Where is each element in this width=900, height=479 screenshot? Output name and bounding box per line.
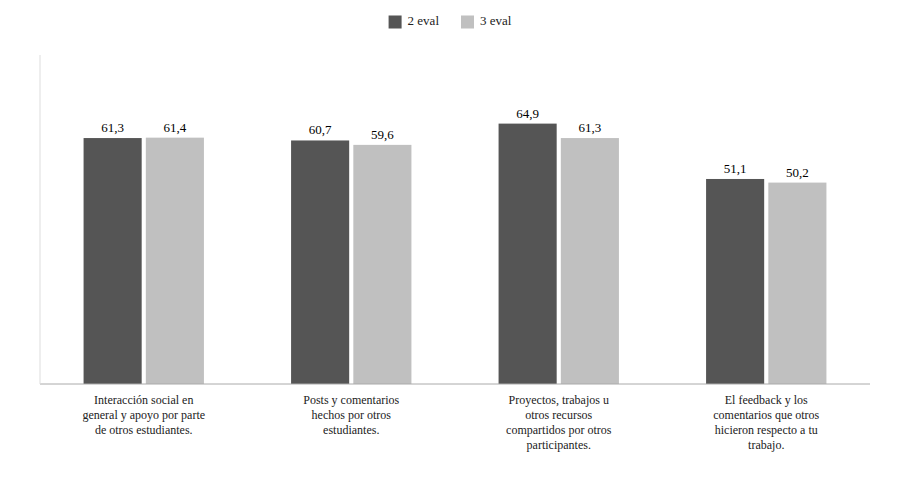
chart-container: 61,3 60,7 64,9 51,1 61,4 59,6 61,3 50,2 Interacc…: [0, 0, 900, 479]
x-tick-label-line: de otros estudiantes.: [95, 423, 193, 437]
bar: [706, 179, 764, 384]
legend-label: 2 eval: [408, 13, 440, 28]
legend-label: 3 eval: [480, 13, 512, 28]
bar: [84, 138, 142, 384]
legend-swatch: [461, 16, 474, 29]
bar: [499, 124, 557, 384]
x-tick-label: Interacción social engeneral y apoyo por…: [82, 393, 205, 437]
bar: [146, 138, 204, 384]
data-label: 64,9: [516, 106, 539, 121]
x-tick-label-line: estudiantes.: [323, 423, 379, 437]
data-label: 61,3: [101, 120, 124, 135]
data-label: 50,2: [786, 165, 809, 180]
x-tick-label-line: otros recursos: [525, 408, 592, 422]
x-axis-line: [40, 384, 870, 385]
x-tick-labels: Interacción social engeneral y apoyo por…: [82, 393, 819, 452]
data-label: 61,3: [579, 120, 602, 135]
data-label: 60,7: [309, 122, 332, 137]
x-tick-label: El feedback y loscomentarios que otroshi…: [713, 393, 819, 452]
x-tick-label-line: El feedback y los: [725, 393, 808, 407]
x-tick-label-line: participantes.: [527, 438, 591, 452]
x-tick-label-line: hicieron respecto a tu: [715, 423, 818, 437]
bar: [768, 183, 826, 384]
legend-swatch: [389, 16, 402, 29]
x-tick-label-line: Posts y comentarios: [303, 393, 399, 407]
x-tick-label-line: hechos por otros: [312, 408, 392, 422]
data-label: 51,1: [724, 161, 747, 176]
data-label: 59,6: [371, 127, 394, 142]
x-tick-label-line: comentarios que otros: [713, 408, 819, 422]
data-labels: 61,3 60,7 64,9 51,1 61,4 59,6 61,3 50,2: [101, 106, 809, 180]
x-tick-label-line: compartidos por otros: [506, 423, 612, 437]
bar: [353, 145, 411, 384]
bar: [291, 140, 349, 384]
bar: [561, 138, 619, 384]
x-tick-label: Posts y comentarioshechos por otrosestud…: [303, 393, 399, 437]
x-tick-label-line: Interacción social en: [94, 393, 193, 407]
data-label: 61,4: [164, 120, 187, 135]
bars: [84, 124, 827, 384]
y-axis-line: [40, 55, 41, 384]
x-tick-label-line: trabajo.: [748, 438, 784, 452]
x-tick-label-line: Proyectos, trabajos u: [509, 393, 609, 407]
page: {"chart_data": { "type": "bar", "categor…: [0, 0, 900, 479]
legend: 2 eval 3 eval: [389, 13, 512, 29]
x-tick-label: Proyectos, trabajos uotros recursoscompa…: [506, 393, 612, 452]
chart-svg: 61,3 60,7 64,9 51,1 61,4 59,6 61,3 50,2 Interacc…: [0, 0, 900, 479]
x-tick-label-line: general y apoyo por parte: [82, 408, 205, 422]
